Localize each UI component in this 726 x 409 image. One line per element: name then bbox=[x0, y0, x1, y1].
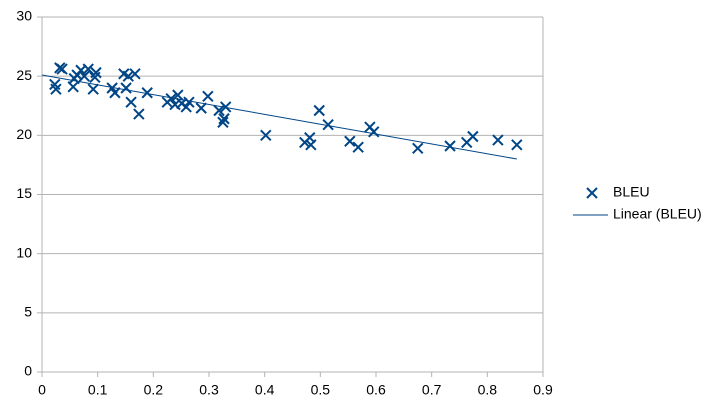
x-tick-label: 0.9 bbox=[533, 382, 553, 398]
marker bbox=[305, 139, 317, 151]
marker bbox=[492, 134, 504, 146]
marker bbox=[125, 96, 137, 108]
x-tick-label: 0.4 bbox=[255, 382, 275, 398]
y-tick-label: 30 bbox=[16, 8, 32, 24]
x-tick-label: 0.7 bbox=[422, 382, 442, 398]
x-tick-label: 0 bbox=[38, 382, 46, 398]
marker bbox=[219, 101, 232, 113]
y-tick-label: 20 bbox=[16, 126, 32, 142]
marker bbox=[129, 68, 141, 80]
marker bbox=[467, 130, 479, 143]
marker bbox=[313, 104, 325, 117]
marker bbox=[412, 142, 424, 155]
x-tick-label: 0.3 bbox=[199, 382, 219, 398]
marker bbox=[183, 96, 195, 108]
legend-label: BLEU bbox=[613, 184, 650, 200]
marker bbox=[322, 118, 334, 131]
legend-marker bbox=[586, 187, 598, 199]
marker bbox=[78, 70, 91, 82]
x-tick-label: 0.2 bbox=[144, 382, 164, 398]
marker bbox=[217, 116, 229, 129]
marker bbox=[218, 113, 230, 125]
marker bbox=[511, 139, 523, 151]
marker bbox=[50, 83, 62, 95]
y-tick-label: 15 bbox=[16, 185, 32, 201]
x-tick-label: 0.6 bbox=[366, 382, 386, 398]
marker bbox=[165, 92, 177, 105]
marker bbox=[344, 135, 356, 147]
marker bbox=[109, 87, 121, 99]
marker bbox=[90, 66, 102, 79]
marker bbox=[82, 63, 94, 75]
marker bbox=[120, 82, 132, 94]
marker bbox=[56, 63, 68, 75]
y-tick-label: 10 bbox=[16, 244, 32, 260]
y-tick-label: 0 bbox=[24, 363, 32, 379]
marker bbox=[444, 140, 456, 152]
marker bbox=[260, 129, 272, 142]
y-tick-label: 5 bbox=[24, 304, 32, 320]
marker bbox=[133, 108, 145, 120]
y-tick-label: 25 bbox=[16, 67, 32, 83]
marker bbox=[141, 87, 153, 99]
x-tick-label: 0.8 bbox=[478, 382, 498, 398]
legend-label: Linear (BLEU) bbox=[613, 206, 702, 222]
x-tick-label: 0.1 bbox=[88, 382, 108, 398]
marker bbox=[202, 90, 214, 102]
marker bbox=[87, 83, 99, 95]
marker bbox=[368, 126, 380, 138]
marker bbox=[195, 102, 207, 114]
marker bbox=[122, 70, 134, 82]
marker bbox=[352, 141, 364, 153]
x-tick-label: 0.5 bbox=[311, 382, 331, 398]
trendline bbox=[41, 74, 517, 160]
